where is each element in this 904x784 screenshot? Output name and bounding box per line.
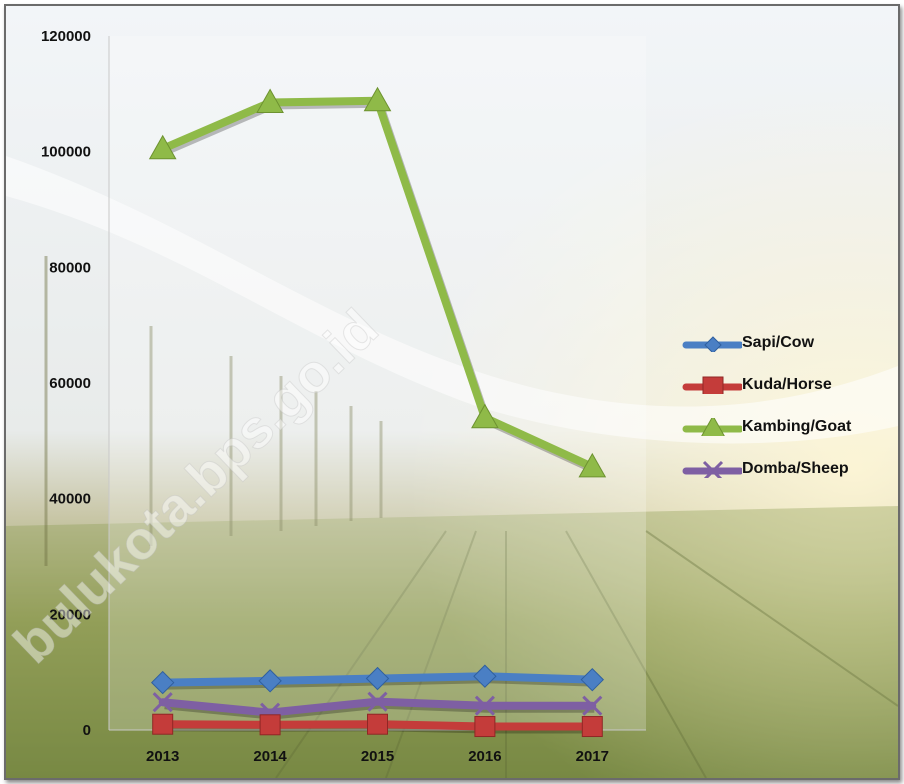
y-tick-label: 40000 (49, 491, 91, 508)
data-point (471, 403, 499, 429)
watermark-text: bulukota.bps.go.id (6, 298, 390, 675)
data-point (474, 716, 496, 738)
data-point (152, 713, 174, 735)
data-point (367, 691, 388, 712)
legend-swatch (682, 418, 742, 436)
legend-marker (702, 376, 724, 394)
legend-label: Kambing/Goat (742, 418, 852, 435)
data-point (152, 692, 173, 713)
data-point (582, 695, 603, 716)
x-tick-label: 2013 (146, 748, 179, 765)
chart-frame: 0 20000 40000 60000 80000 100000 120000 2013 20… (4, 4, 900, 780)
data-point (148, 134, 177, 160)
y-tick-label: 100000 (41, 144, 91, 161)
series-kambing-goat (148, 86, 607, 478)
y-tick-label: 60000 (49, 375, 91, 392)
x-tick-label: 2015 (361, 748, 394, 765)
legend-label: Kuda/Horse (742, 376, 832, 393)
data-point (259, 714, 281, 736)
data-point (256, 88, 284, 114)
legend-swatch (682, 336, 742, 352)
data-point (367, 713, 388, 735)
legend-marker (704, 336, 722, 352)
legend-item: Domba/Sheep (682, 448, 892, 490)
data-point (258, 669, 282, 693)
legend-item: Kuda/Horse (682, 364, 892, 406)
data-point (580, 667, 605, 692)
x-tick-label: 2017 (576, 748, 609, 765)
y-tick-label: 80000 (49, 259, 91, 276)
legend-marker (701, 418, 725, 436)
data-point (473, 664, 497, 688)
y-tick-label: 0 (83, 722, 91, 739)
legend-label: Domba/Sheep (742, 460, 849, 477)
series-layer (148, 86, 607, 738)
legend-item: Sapi/Cow (682, 322, 892, 364)
y-tick-label: 120000 (41, 28, 91, 45)
series-domba-sheep (152, 691, 603, 723)
legend: Sapi/Cow Kuda/Horse Kambing/Goat Domba/Shee… (682, 322, 892, 490)
x-tick-labels: 2013 2014 2015 2016 2017 (146, 748, 609, 765)
legend-marker (702, 460, 724, 478)
legend-label: Sapi/Cow (742, 334, 815, 351)
y-tick-label: 20000 (49, 606, 91, 623)
series-sapi-cow (150, 664, 605, 695)
y-tick-labels: 0 20000 40000 60000 80000 100000 120000 (41, 28, 91, 739)
data-point (363, 86, 392, 112)
x-tick-label: 2014 (253, 748, 287, 765)
data-point (578, 452, 607, 478)
legend-item: Kambing/Goat (682, 406, 892, 448)
legend-swatch (682, 460, 742, 478)
background-landscape (6, 6, 898, 778)
data-point (474, 695, 495, 716)
series-kuda-horse (152, 713, 603, 738)
x-tick-label: 2016 (468, 748, 501, 765)
series-line (158, 96, 597, 471)
legend-swatch (682, 376, 742, 394)
data-point (150, 670, 175, 695)
data-point (365, 666, 390, 691)
data-point (581, 716, 603, 738)
